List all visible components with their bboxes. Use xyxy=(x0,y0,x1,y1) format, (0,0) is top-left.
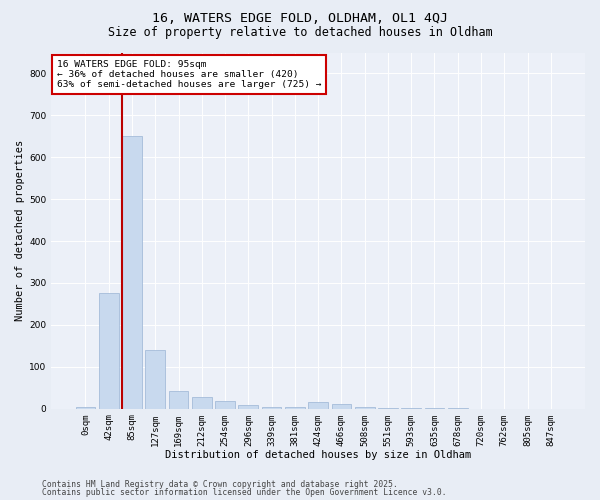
Text: Size of property relative to detached houses in Oldham: Size of property relative to detached ho… xyxy=(107,26,493,39)
Bar xyxy=(285,406,305,408)
Bar xyxy=(308,402,328,408)
Bar xyxy=(262,406,281,408)
Text: 16 WATERS EDGE FOLD: 95sqm
← 36% of detached houses are smaller (420)
63% of sem: 16 WATERS EDGE FOLD: 95sqm ← 36% of deta… xyxy=(56,60,321,90)
Bar xyxy=(238,404,258,408)
Bar xyxy=(145,350,165,408)
Bar xyxy=(192,398,212,408)
Text: Contains HM Land Registry data © Crown copyright and database right 2025.: Contains HM Land Registry data © Crown c… xyxy=(42,480,398,489)
X-axis label: Distribution of detached houses by size in Oldham: Distribution of detached houses by size … xyxy=(165,450,471,460)
Bar xyxy=(169,391,188,408)
Y-axis label: Number of detached properties: Number of detached properties xyxy=(15,140,25,321)
Text: Contains public sector information licensed under the Open Government Licence v3: Contains public sector information licen… xyxy=(42,488,446,497)
Bar xyxy=(99,294,119,408)
Text: 16, WATERS EDGE FOLD, OLDHAM, OL1 4QJ: 16, WATERS EDGE FOLD, OLDHAM, OL1 4QJ xyxy=(152,12,448,26)
Bar xyxy=(332,404,352,408)
Bar xyxy=(76,406,95,408)
Bar xyxy=(215,401,235,408)
Bar xyxy=(122,136,142,408)
